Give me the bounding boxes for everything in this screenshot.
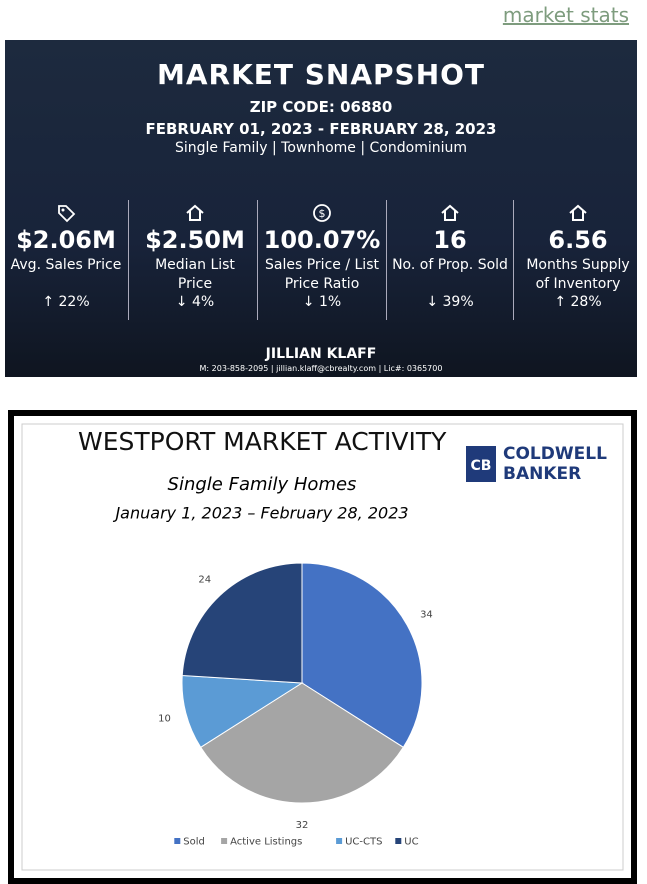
date-range: January 1, 2023 – February 28, 2023 (112, 504, 408, 523)
stat-change: ↓ 39% (426, 294, 474, 310)
stat-value: 100.07% (263, 226, 381, 254)
pie-slice (301, 562, 423, 748)
contact: M: 203-858-2095 | jillian.klaff@cbrealty… (199, 364, 443, 373)
data-label: 24 (198, 574, 211, 585)
stat-value: $2.06M (16, 226, 116, 254)
icon-box (131, 202, 259, 224)
data-label: 34 (420, 610, 433, 621)
inner-border (21, 423, 624, 871)
icon (58, 205, 76, 223)
stat-label: Avg. Sales Price (10, 257, 122, 273)
legend-swatch (336, 838, 343, 844)
icon: $ (313, 204, 331, 222)
icon-box (386, 202, 514, 224)
stat: 6.56 Months Supply of Inventory ↑ 28% (514, 202, 642, 310)
brand-line: BANKER (503, 464, 581, 484)
data-label: 32 (296, 820, 309, 831)
logo-mark: CB (471, 458, 492, 474)
data-label: 10 (158, 713, 171, 724)
stat: $2.50M Median List Price ↓ 4% (131, 202, 259, 310)
icon-box (2, 202, 130, 224)
stat-value: $2.50M (145, 226, 245, 254)
pie-slice (181, 562, 303, 684)
pie-slice (181, 674, 304, 748)
brand-logo (466, 446, 496, 482)
chart-subtitle: Single Family Homes (168, 474, 357, 495)
market-stats-link[interactable]: market stats (502, 3, 629, 27)
stat-label: Months Supply of Inventory (526, 257, 630, 292)
legend-label: UC-CTS (345, 837, 382, 848)
chart-frame: WESTPORT MARKET ACTIVITY Single Family H… (8, 410, 637, 884)
brand-line: COLDWELL (503, 444, 607, 464)
legend-label: Sold (183, 837, 205, 848)
legend-label: Active Listings (230, 837, 302, 848)
dates: FEBRUARY 01, 2023 - FEBRUARY 28, 2023 (145, 120, 497, 138)
icon (569, 204, 587, 221)
pie-slice (199, 682, 405, 804)
legend-swatch (395, 838, 402, 844)
legend-label: UC (404, 837, 418, 848)
separator (128, 200, 129, 320)
svg-text:$: $ (319, 207, 326, 220)
separator (513, 200, 514, 320)
icon-box: $ (258, 202, 386, 224)
zip: ZIP CODE: 06880 (249, 98, 393, 116)
legend-swatch (174, 838, 181, 844)
stat-change: ↑ 22% (42, 294, 90, 310)
icon (186, 204, 204, 221)
types: Single Family | Townhome | Condominium (175, 140, 467, 156)
chart: WESTPORT MARKET ACTIVITY Single Family H… (21, 423, 624, 871)
snapshot-title: MARKET SNAPSHOT (156, 58, 486, 91)
stat-value: 16 (433, 226, 467, 254)
stat-change: ↓ 1% (302, 294, 342, 310)
stat-change: ↑ 28% (554, 294, 602, 310)
chart-title: WESTPORT MARKET ACTIVITY (78, 427, 447, 456)
stat: $100.07% Sales Price / List Price Ratio ↓ … (258, 202, 386, 310)
stat-label: Median List Price (155, 257, 235, 292)
stat: $2.06M Avg. Sales Price ↑ 22% (2, 202, 130, 310)
stat-value: 6.56 (548, 226, 608, 254)
separator (386, 200, 387, 320)
stat-label: No. of Prop. Sold (392, 257, 508, 273)
legend-swatch (221, 838, 228, 844)
icon-box (514, 202, 642, 224)
separator (257, 200, 258, 320)
snapshot-panel: MARKET SNAPSHOT ZIP CODE: 06880 FEBRUARY… (5, 40, 637, 377)
stat-label: Sales Price / List Price Ratio (265, 257, 379, 292)
icon (441, 204, 459, 221)
agent: JILLIAN KLAFF (265, 346, 377, 362)
stat-change: ↓ 4% (175, 294, 215, 310)
stat: 16 No. of Prop. Sold ↓ 39% (386, 202, 514, 310)
